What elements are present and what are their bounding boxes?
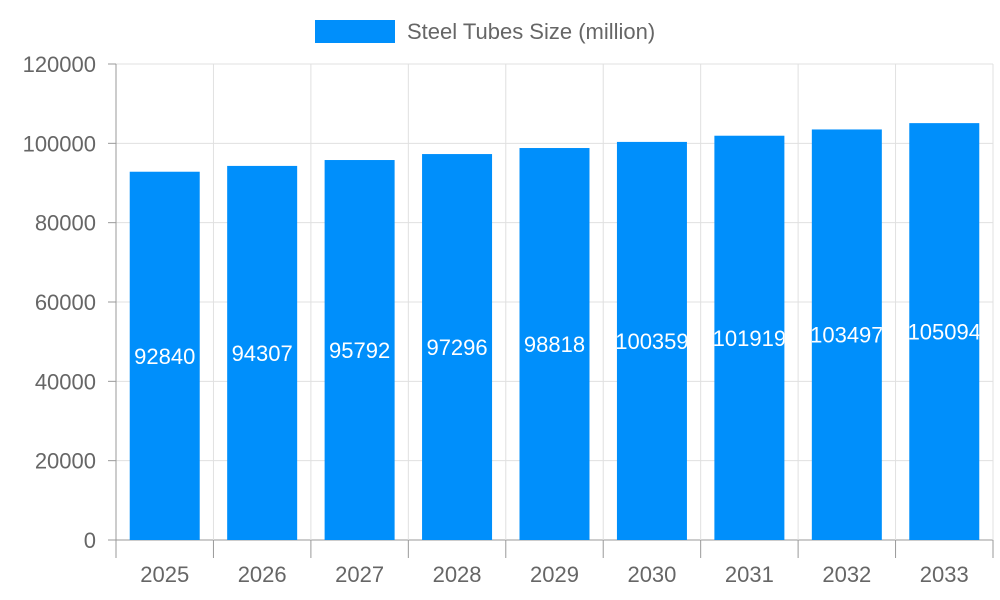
bar[interactable]: [811, 129, 882, 540]
legend-label[interactable]: Steel Tubes Size (million): [407, 19, 655, 44]
y-tick-label: 80000: [35, 211, 96, 236]
x-tick-label: 2027: [335, 562, 384, 587]
x-tick-label: 2028: [433, 562, 482, 587]
y-tick-label: 20000: [35, 449, 96, 474]
data-label: 101919: [713, 326, 786, 351]
bar[interactable]: [422, 154, 493, 540]
y-tick-label: 120000: [23, 52, 96, 77]
bar[interactable]: [616, 141, 687, 540]
data-label: 100359: [615, 329, 688, 354]
data-label: 97296: [426, 335, 487, 360]
bar[interactable]: [519, 148, 590, 541]
x-tick-label: 2033: [920, 562, 969, 587]
x-tick-label: 2025: [140, 562, 189, 587]
data-label: 95792: [329, 338, 390, 363]
y-tick-label: 40000: [35, 369, 96, 394]
y-tick-label: 100000: [23, 131, 96, 156]
x-tick-label: 2032: [822, 562, 871, 587]
x-tick-label: 2026: [238, 562, 287, 587]
x-tick-label: 2030: [627, 562, 676, 587]
bar[interactable]: [324, 160, 395, 540]
data-label: 98818: [524, 332, 585, 357]
y-tick-label: 60000: [35, 290, 96, 315]
bar[interactable]: [227, 165, 298, 540]
bar[interactable]: [129, 171, 200, 540]
legend-swatch[interactable]: [315, 20, 395, 43]
bar[interactable]: [909, 123, 980, 540]
x-tick-label: 2029: [530, 562, 579, 587]
data-label: 105094: [908, 320, 981, 345]
data-label: 103497: [810, 323, 883, 348]
data-label: 92840: [134, 344, 195, 369]
bar[interactable]: [714, 135, 785, 540]
x-tick-label: 2031: [725, 562, 774, 587]
y-tick-label: 0: [84, 528, 96, 553]
data-label: 94307: [232, 341, 293, 366]
